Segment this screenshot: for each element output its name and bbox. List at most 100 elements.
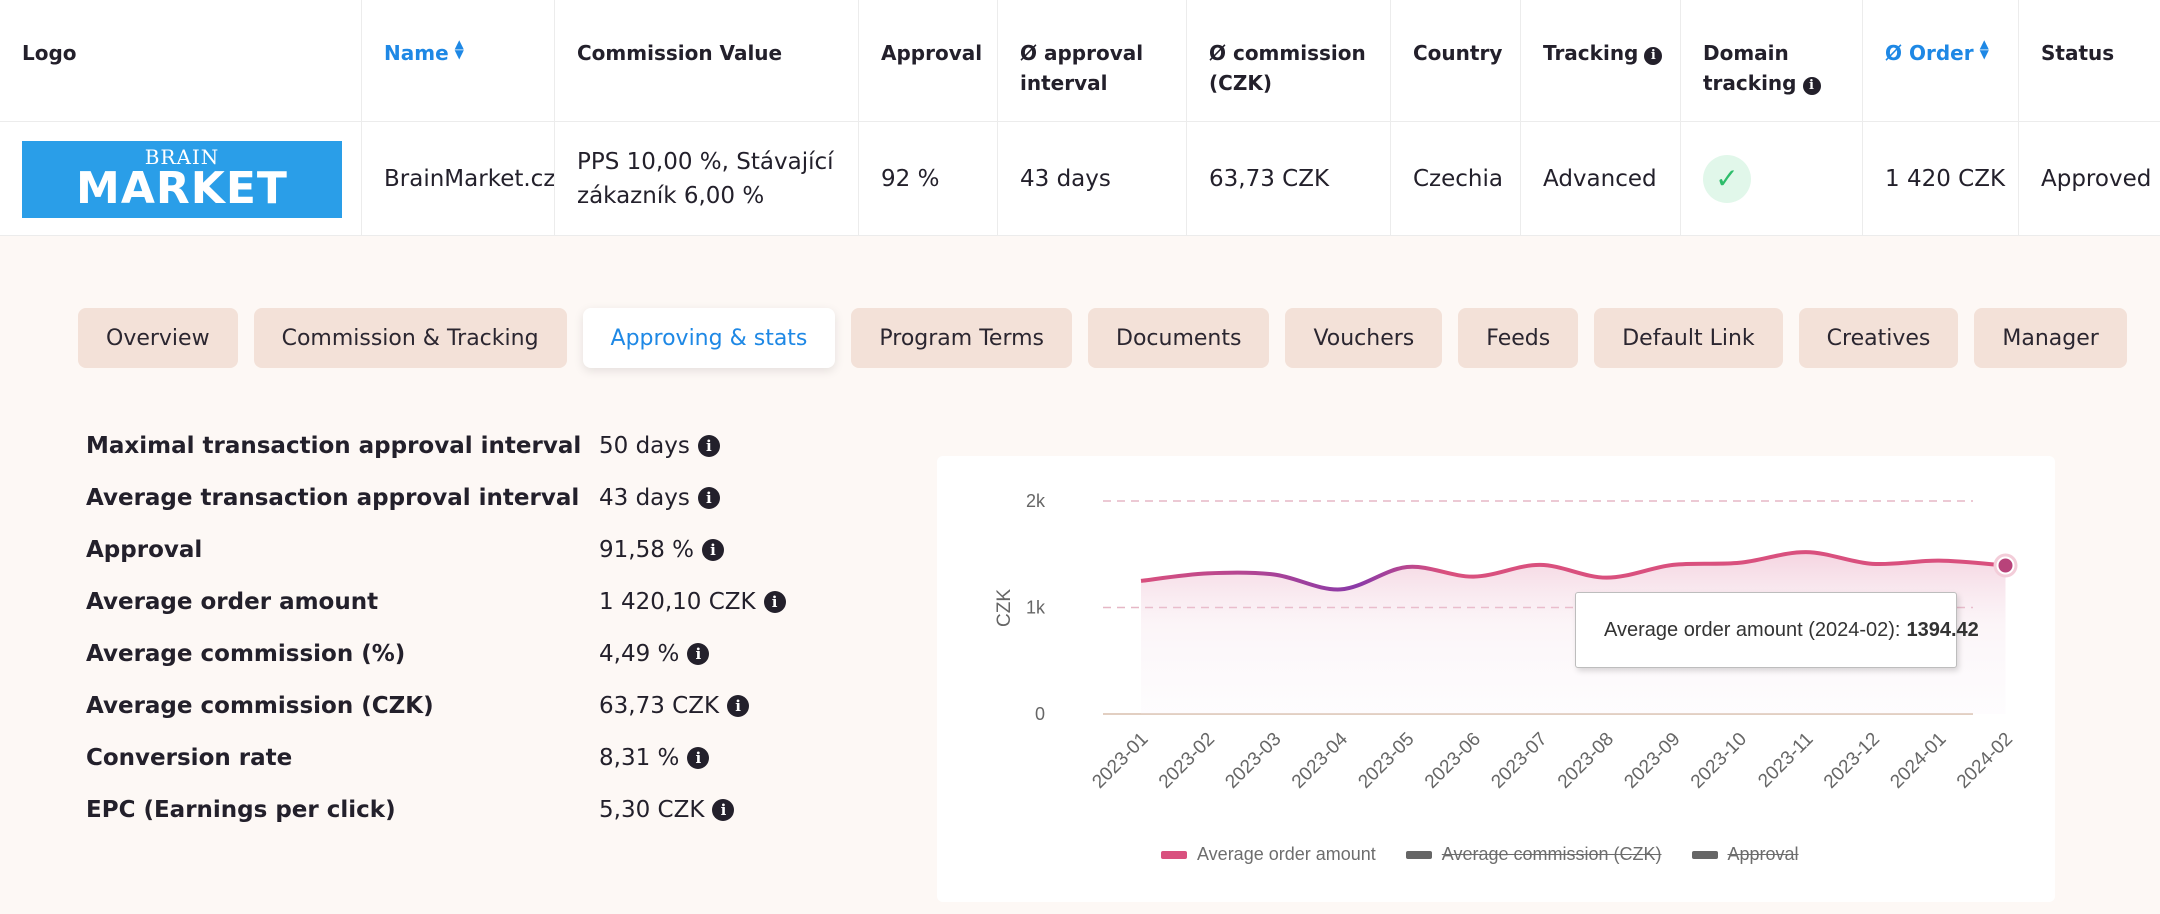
y-tick-label: 2k	[1026, 491, 1046, 511]
stat-value: 1 420,10 CZK i	[599, 582, 786, 622]
stat-label: Average transaction approval interval	[86, 485, 580, 511]
header-logo: Logo	[0, 0, 361, 122]
cell-logo: BRAIN MARKET	[0, 122, 361, 236]
cell-commission-value: PPS 10,00 %, Stávající zákazník 6,00 %	[577, 149, 834, 209]
y-tick-label: 1k	[1026, 598, 1046, 618]
x-tick-label: 2023-09	[1620, 729, 1684, 793]
x-tick-label: 2023-10	[1687, 729, 1751, 793]
x-tick-label: 2023-07	[1487, 729, 1551, 793]
stat-label: Average order amount	[86, 589, 379, 615]
header-domain-tracking: Domain tracking i	[1681, 0, 1862, 122]
header-name[interactable]: Name ▲ ▼	[362, 0, 554, 122]
cell-name[interactable]: BrainMarket.cz	[384, 166, 556, 192]
header-tracking: Tracking i	[1521, 0, 1680, 122]
y-tick-label: 0	[1035, 704, 1045, 724]
cell-status: Approved	[2041, 166, 2152, 192]
info-icon[interactable]: i	[697, 435, 720, 457]
cell-domain-tracking: ✓	[1681, 122, 1862, 236]
x-tick-label: 2023-12	[1820, 729, 1884, 793]
info-icon[interactable]: i	[763, 591, 786, 613]
info-icon[interactable]: i	[727, 695, 750, 717]
stat-row: Average transaction approval interval 43…	[86, 478, 786, 518]
x-tick-label: 2023-08	[1554, 729, 1618, 793]
x-tick-label: 2023-11	[1754, 729, 1817, 792]
y-axis-label: CZK	[994, 589, 1015, 627]
info-icon[interactable]: i	[702, 539, 725, 561]
header-commission-czk: Ø commission (CZK)	[1187, 0, 1390, 122]
chart-tooltip: Average order amount (2024-02): 1394.42	[1575, 592, 1979, 668]
header-status: Status	[2019, 0, 2160, 122]
x-tick-label: 2023-02	[1155, 729, 1219, 793]
column-order: Ø Order ▲ ▼ 1 420 CZK	[1862, 0, 2018, 236]
point-2024-02[interactable]	[1996, 556, 2015, 575]
tab-creatives[interactable]: Creatives	[1798, 308, 1959, 368]
stat-row: Average commission (%) 4,49 % i	[86, 634, 786, 674]
column-name: Name ▲ ▼ BrainMarket.cz	[361, 0, 556, 236]
tab-overview[interactable]: Overview	[78, 308, 238, 368]
info-icon[interactable]: i	[712, 799, 735, 821]
x-tick-label: 2024-01	[1886, 729, 1950, 793]
tab-vouchers[interactable]: Vouchers	[1285, 308, 1443, 368]
tab-manager[interactable]: Manager	[1974, 308, 2127, 368]
stat-value: 8,31 % i	[599, 738, 710, 778]
column-approval-interval: Ø approval interval 43 days	[997, 0, 1186, 236]
info-icon[interactable]: i	[687, 643, 710, 665]
tab-approving-stats[interactable]: Approving & stats	[582, 308, 836, 368]
column-logo: Logo BRAIN MARKET	[0, 0, 361, 236]
stat-label: Maximal transaction approval interval	[86, 433, 582, 459]
cell-approval-interval: 43 days	[1020, 166, 1111, 192]
info-icon[interactable]: i	[687, 747, 710, 769]
stat-row: EPC (Earnings per click) 5,30 CZK i	[86, 790, 786, 830]
column-domain-tracking: Domain tracking i ✓	[1680, 0, 1862, 236]
sort-icon: ▲ ▼	[1979, 37, 1989, 61]
column-country: Country Czechia	[1390, 0, 1520, 236]
stat-value: 4,49 % i	[599, 634, 710, 674]
stat-row: Approval 91,58 % i	[86, 530, 786, 570]
header-order[interactable]: Ø Order ▲ ▼	[1863, 0, 2018, 122]
legend-average-order-amount[interactable]: Average order amount	[1161, 844, 1376, 865]
tab-program-terms[interactable]: Program Terms	[851, 308, 1072, 368]
header-approval-interval: Ø approval interval	[998, 0, 1186, 122]
header-commission-value: Commission Value	[555, 0, 858, 122]
stat-label: Approval	[86, 537, 203, 563]
stat-label: Average commission (CZK)	[86, 693, 434, 719]
info-icon[interactable]: i	[1802, 77, 1821, 95]
x-tick-label: 2023-04	[1288, 728, 1352, 792]
header-country: Country	[1391, 0, 1520, 122]
cell-approval: 92 %	[881, 166, 940, 192]
info-icon[interactable]: i	[1644, 47, 1663, 65]
column-approval: Approval 92 %	[858, 0, 997, 236]
column-commission-czk: Ø commission (CZK) 63,73 CZK	[1186, 0, 1390, 236]
stat-label: Conversion rate	[86, 745, 293, 771]
x-tick-label: 2023-05	[1354, 729, 1418, 793]
detail-tabs: Overview Commission & Tracking Approving…	[78, 308, 2127, 368]
x-tick-label: 2023-01	[1088, 729, 1152, 793]
stat-row: Average order amount 1 420,10 CZK i	[86, 582, 786, 622]
tab-default-link[interactable]: Default Link	[1594, 308, 1783, 368]
legend-approval[interactable]: Approval	[1691, 844, 1799, 865]
cell-commission-czk: 63,73 CZK	[1209, 166, 1330, 192]
header-approval: Approval	[859, 0, 997, 122]
stat-row: Conversion rate 8,31 % i	[86, 738, 786, 778]
stat-label: EPC (Earnings per click)	[86, 797, 396, 823]
x-tick-label: 2024-02	[1953, 729, 2017, 793]
cell-country: Czechia	[1413, 166, 1503, 192]
tab-documents[interactable]: Documents	[1088, 308, 1270, 368]
column-status: Status Approved	[2018, 0, 2160, 236]
tab-feeds[interactable]: Feeds	[1458, 308, 1579, 368]
legend-average-commission[interactable]: Average commission (CZK)	[1405, 844, 1662, 865]
stat-label: Average commission (%)	[86, 641, 406, 667]
series-line-average-order-amount	[1140, 550, 2006, 592]
stat-value: 5,30 CZK i	[599, 790, 735, 830]
check-icon: ✓	[1703, 155, 1751, 203]
stat-value: 63,73 CZK i	[599, 686, 750, 726]
info-icon[interactable]: i	[697, 487, 720, 509]
column-commission-value: Commission Value PPS 10,00 %, Stávající z…	[554, 0, 858, 236]
chart-legend: Average order amount Average commission …	[1161, 844, 1799, 865]
average-order-chart: CZK 0 1k 2k 2023-01 2023-02 2023-03 2023-04 2023…	[937, 456, 2055, 902]
tab-commission-tracking[interactable]: Commission & Tracking	[253, 308, 567, 368]
column-tracking: Tracking i Advanced	[1520, 0, 1680, 236]
stat-row: Average commission (CZK) 63,73 CZK i	[86, 686, 786, 726]
cell-tracking: Advanced	[1543, 166, 1657, 192]
brainmarket-logo[interactable]: BRAIN MARKET	[22, 140, 342, 218]
